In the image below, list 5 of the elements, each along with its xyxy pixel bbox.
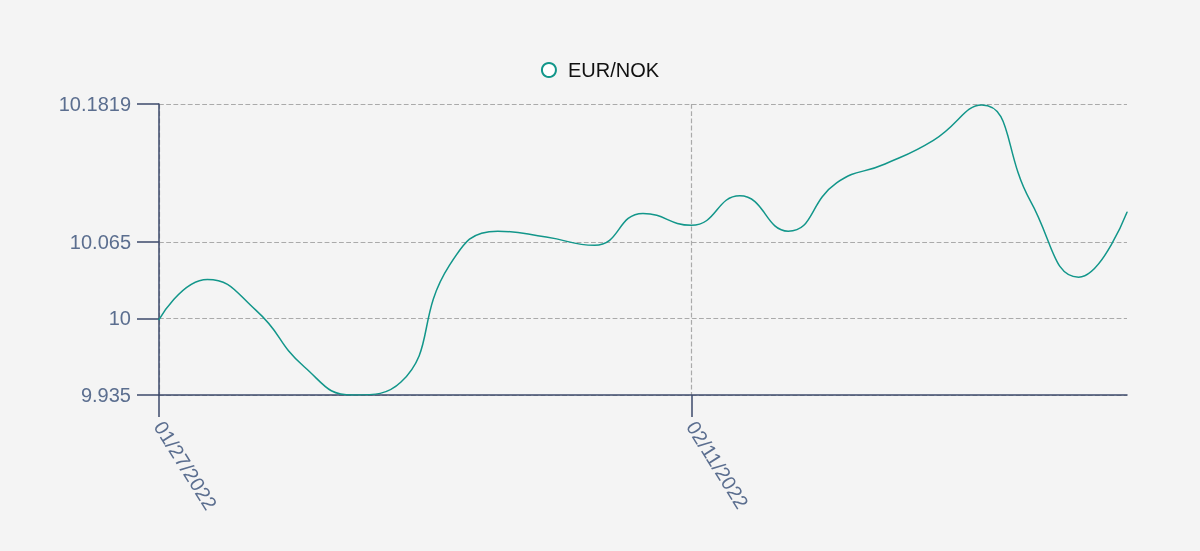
y-tick-label: 10 [108,307,131,330]
y-tick-label: 10.065 [69,230,131,253]
legend-label: EUR/NOK [567,59,660,81]
y-tick-label: 10.1819 [58,93,131,115]
y-tick-label: 9.935 [80,384,131,406]
